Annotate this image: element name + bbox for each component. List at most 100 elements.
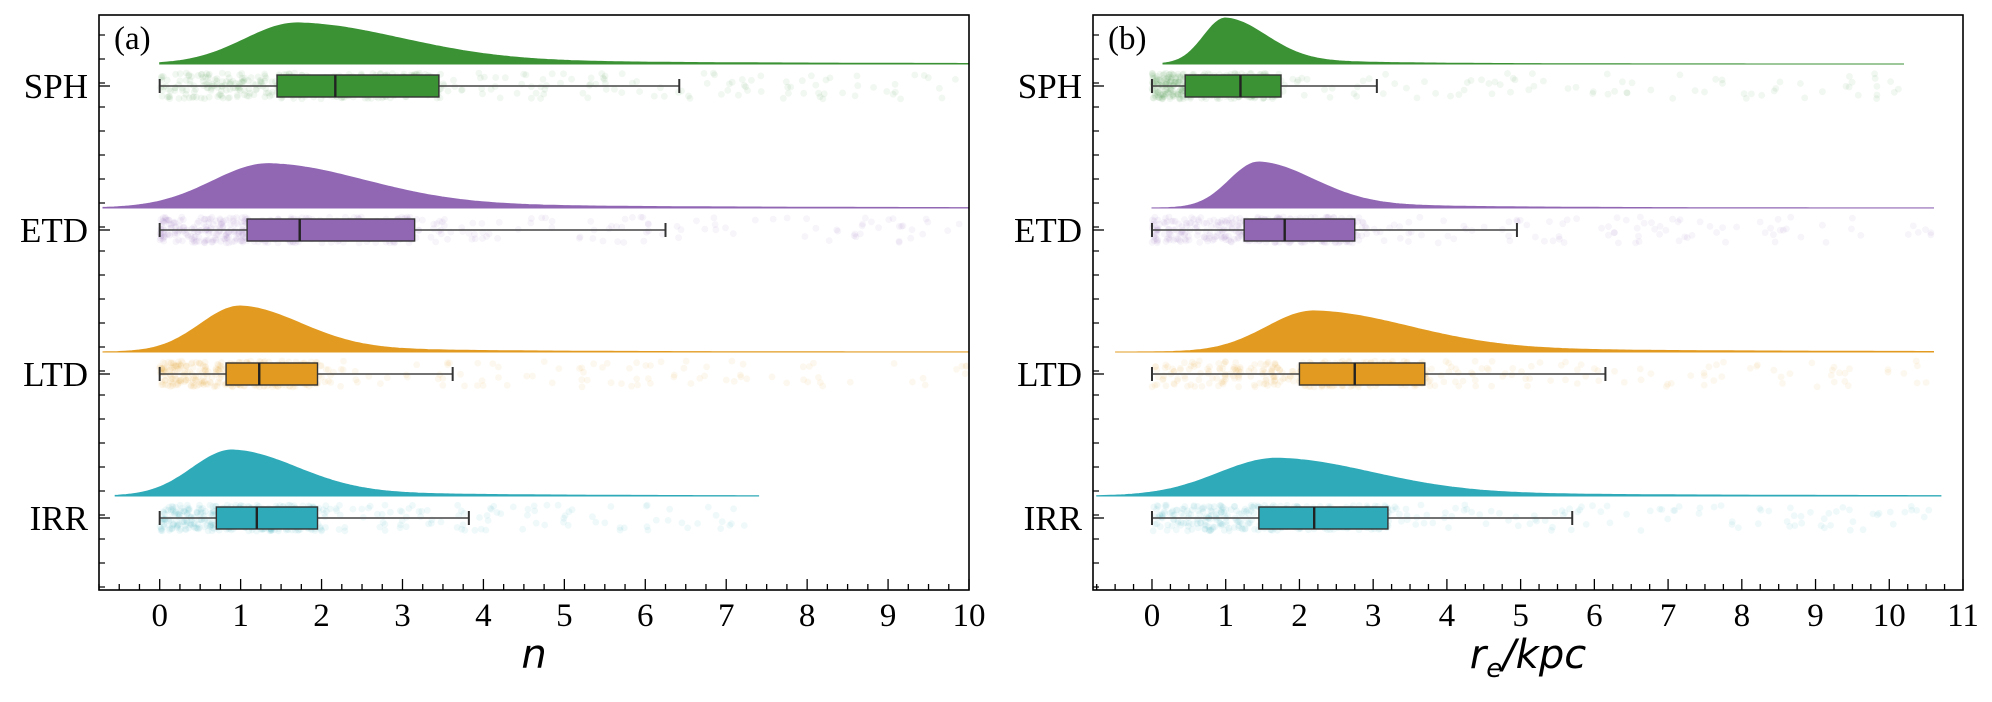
rain-point: [1646, 507, 1654, 515]
rain-point: [1770, 231, 1777, 239]
iqr-box: [225, 362, 319, 386]
rain-point: [576, 233, 584, 241]
rain-point: [444, 87, 452, 95]
rain-point: [211, 76, 219, 83]
rain-point: [205, 236, 212, 244]
rain-point: [187, 360, 195, 368]
rain-point: [1235, 371, 1243, 379]
rain-point: [225, 74, 233, 82]
rain-point: [1170, 237, 1177, 244]
rain-point: [159, 86, 167, 94]
rain-point: [531, 507, 539, 515]
rain-point: [1628, 79, 1636, 87]
rain-point: [169, 503, 177, 511]
rain-point: [1221, 217, 1229, 225]
rain-point: [254, 73, 262, 81]
rain-point: [1482, 520, 1490, 528]
rain-point: [322, 502, 330, 510]
rain-point: [1402, 505, 1410, 513]
rain-point: [1859, 526, 1867, 534]
rain-point: [161, 515, 169, 523]
rain-point: [261, 72, 269, 80]
rain-point: [1635, 238, 1643, 245]
rain-point: [1807, 509, 1814, 516]
rain-point: [182, 69, 190, 77]
rain-point: [1559, 511, 1567, 519]
rain-point: [737, 371, 744, 379]
rain-point: [1635, 232, 1642, 240]
rain-point: [647, 380, 654, 387]
rain-point: [1382, 70, 1389, 78]
rain-point: [1914, 229, 1922, 236]
rain-point: [1176, 79, 1183, 86]
rain-point: [822, 76, 830, 84]
rain-point: [183, 518, 191, 525]
rain-point: [172, 362, 179, 369]
rain-point: [1218, 379, 1225, 387]
rain-point: [469, 219, 477, 227]
rain-point: [1797, 80, 1804, 87]
rain-point: [921, 381, 929, 389]
rain-point: [164, 230, 172, 238]
rain-point: [1589, 88, 1597, 95]
rain-point: [1656, 230, 1663, 238]
rain-point: [1623, 89, 1631, 96]
rain-point: [620, 239, 628, 246]
rain-point: [221, 235, 229, 243]
rain-point: [218, 220, 225, 228]
rain-point: [1633, 224, 1641, 232]
rain-point: [165, 216, 173, 224]
rain-point: [1218, 503, 1225, 510]
rain-point: [1846, 526, 1854, 534]
rain-point: [819, 95, 827, 103]
rain-point: [1245, 520, 1252, 528]
rain-point: [262, 89, 270, 97]
rain-point: [1165, 71, 1173, 79]
rain-point: [742, 83, 749, 91]
rain-point: [1161, 220, 1169, 228]
rain-point: [618, 223, 626, 231]
rain-point: [340, 357, 347, 365]
rain-point: [218, 219, 226, 227]
rain-point: [633, 359, 640, 367]
rain-point: [1250, 502, 1258, 509]
rain-point: [1229, 219, 1237, 226]
rain-point: [170, 521, 177, 528]
rain-point: [1174, 517, 1182, 525]
rain-point: [1165, 89, 1172, 97]
rain-point: [834, 227, 842, 235]
rain-point: [1274, 364, 1281, 372]
rain-point: [245, 85, 253, 93]
rain-point: [1603, 70, 1611, 78]
rain-point: [1573, 380, 1581, 387]
rain-point: [217, 365, 224, 372]
rain-point: [1174, 73, 1182, 80]
series-irr: [1096, 457, 1942, 535]
rain-point: [1235, 518, 1242, 526]
rain-point: [1528, 362, 1535, 370]
rain-point: [1460, 222, 1468, 230]
rain-point: [1623, 89, 1631, 97]
rain-point: [1445, 524, 1452, 532]
rain-point: [555, 365, 563, 372]
rain-point: [1756, 505, 1763, 512]
rain-point: [177, 525, 185, 533]
rain-point: [1740, 90, 1748, 98]
rain-point: [1260, 380, 1268, 388]
rain-point: [728, 78, 736, 86]
rain-point: [640, 237, 648, 245]
rain-point: [1161, 501, 1169, 509]
iqr-box: [276, 74, 440, 98]
rain-point: [1209, 525, 1216, 533]
rain-point: [1151, 213, 1159, 221]
rain-point: [173, 362, 181, 370]
plot-frame: [98, 14, 970, 591]
rain-point: [568, 506, 576, 514]
rain-point: [257, 77, 264, 85]
rain-point: [188, 73, 196, 80]
rain-point: [1176, 94, 1183, 102]
rain-point: [1182, 519, 1190, 526]
rain-point: [718, 518, 726, 526]
rain-point: [207, 521, 215, 529]
rain-point: [1214, 218, 1222, 226]
